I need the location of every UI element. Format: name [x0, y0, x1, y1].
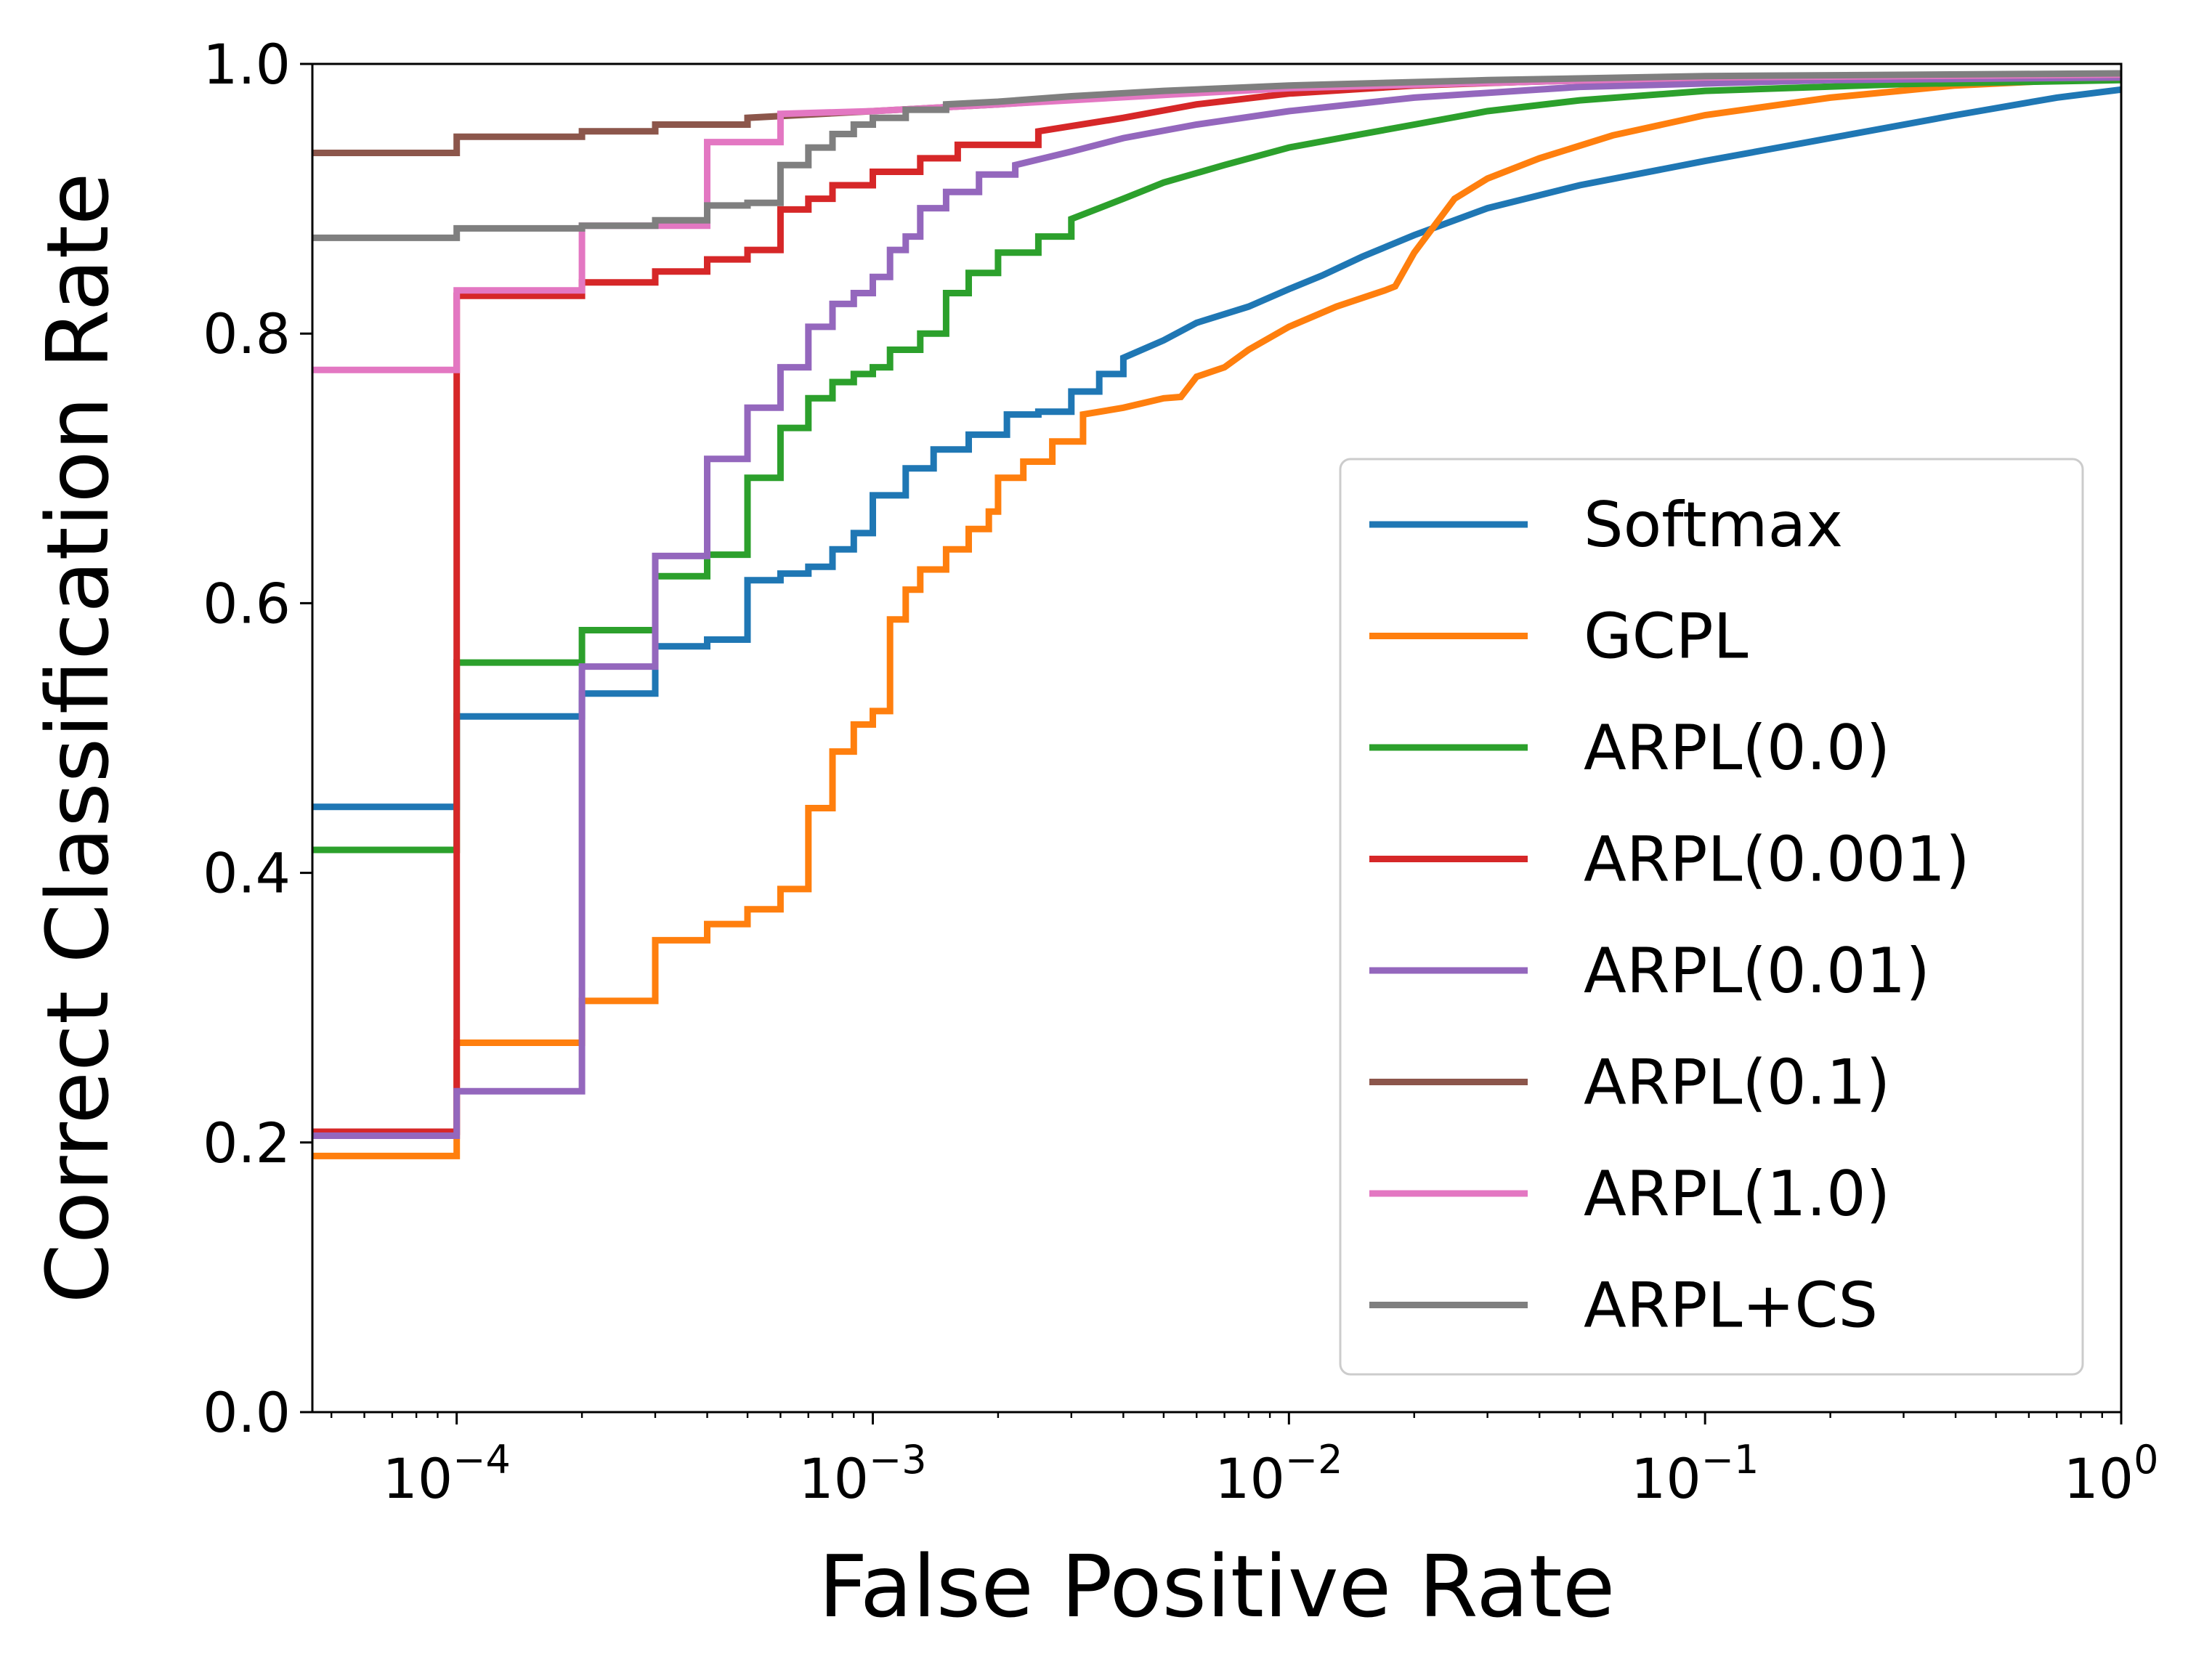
series-line-1 [312, 74, 2121, 1159]
legend-label-3: ARPL(0.001) [1584, 824, 1970, 896]
legend-label-7: ARPL+CS [1584, 1270, 1878, 1342]
legend-label-4: ARPL(0.01) [1584, 935, 1930, 1008]
x-axis-title: False Positive Rate [819, 1536, 1616, 1637]
legend-label-0: Softmax [1584, 489, 1843, 562]
x-tick-label: 10−3 [798, 1437, 926, 1511]
legend-label-5: ARPL(0.1) [1584, 1047, 1890, 1119]
legend-label-2: ARPL(0.0) [1584, 712, 1890, 785]
series-line-7 [312, 70, 2121, 241]
y-tick-label: 0.4 [203, 841, 291, 906]
x-tick-label: 100 [2063, 1437, 2158, 1511]
series-line-0 [312, 86, 2121, 811]
series-layer [312, 70, 2121, 1159]
legend: Softmax GCPL ARPL(0.0) ARPL(0.001) ARPL(0.01… [1339, 458, 2084, 1376]
y-tick-label: 0.6 [203, 571, 291, 636]
x-tick-label: 10−1 [1631, 1437, 1759, 1511]
y-tick-label: 1.0 [203, 32, 291, 97]
y-tick-label: 0.0 [203, 1380, 291, 1445]
plot-frame [311, 62, 2123, 1414]
legend-box [1339, 458, 2084, 1376]
series-line-4 [312, 74, 2121, 1139]
y-tick-label: 0.2 [203, 1111, 291, 1175]
legend-label-6: ARPL(1.0) [1584, 1158, 1890, 1231]
series-line-2 [312, 76, 2121, 854]
x-tick-label: 10−4 [382, 1437, 510, 1511]
series-line-3 [312, 74, 2121, 1135]
y-axis-title: Correct Classification Rate [28, 172, 128, 1303]
legend-label-1: GCPL [1584, 601, 1749, 673]
axis-ticks: 10−4 10−3 10−2 10−1 100 0.0 0.2 0.4 0.6 0.8 1.0 [203, 32, 2158, 1511]
x-tick-label: 10−2 [1215, 1437, 1342, 1511]
y-tick-label: 0.8 [203, 301, 291, 366]
